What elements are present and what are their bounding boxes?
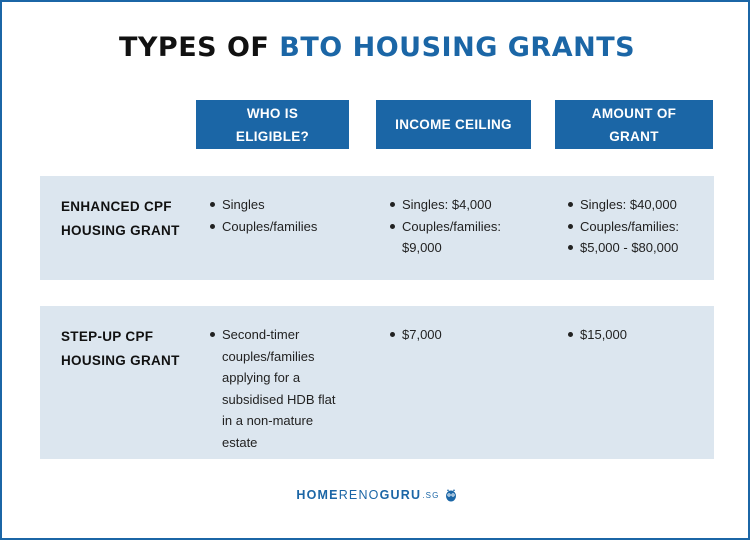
list-item: $15,000 <box>568 324 714 346</box>
grant-row-step-up: STEP-UP CPF HOUSING GRANT Second-timer c… <box>40 306 714 459</box>
income-cell: $7,000 <box>390 324 530 346</box>
list-item: $7,000 <box>390 324 530 346</box>
row-label: ENHANCED CPF HOUSING GRANT <box>61 199 180 238</box>
list-item: Singles <box>210 194 340 216</box>
list-item: Second-timer couples/families applying f… <box>210 324 340 453</box>
eligibility-cell: Singles Couples/families <box>210 194 340 237</box>
page-title: TYPES OF BTO HOUSING GRANTS <box>2 32 750 63</box>
header-amount-of-grant: AMOUNT OF GRANT <box>555 100 713 149</box>
amount-cell: Singles: $40,000 Couples/families: $5,00… <box>568 194 714 259</box>
logo-word-reno: RENO <box>338 488 380 502</box>
list-item: Couples/families <box>210 216 340 238</box>
list-item: Couples/families: <box>568 216 714 238</box>
brand-logo: HOME RENO GURU .SG <box>2 488 750 502</box>
row-label: STEP-UP CPF HOUSING GRANT <box>61 329 180 368</box>
list-item: Singles: $40,000 <box>568 194 714 216</box>
list-item: $5,000 - $80,000 <box>568 237 714 259</box>
logo-word-guru: GURU <box>379 488 422 502</box>
amount-cell: $15,000 <box>568 324 714 346</box>
title-part-1: TYPES OF <box>118 32 280 63</box>
eligibility-cell: Second-timer couples/families applying f… <box>210 324 340 453</box>
title-part-2: BTO HOUSING GRANTS <box>279 32 636 63</box>
header-income-ceiling: INCOME CEILING <box>376 100 531 149</box>
header-who-is-eligible: WHO IS ELIGIBLE? <box>196 100 349 149</box>
grant-row-enhanced: ENHANCED CPF HOUSING GRANT Singles Coupl… <box>40 176 714 280</box>
logo-word-sg: .SG <box>422 490 440 500</box>
list-item: Couples/families: $9,000 <box>390 216 530 259</box>
list-item: Singles: $4,000 <box>390 194 530 216</box>
income-cell: Singles: $4,000 Couples/families: $9,000 <box>390 194 530 259</box>
logo-word-home: HOME <box>296 488 339 502</box>
owl-icon <box>445 489 456 502</box>
